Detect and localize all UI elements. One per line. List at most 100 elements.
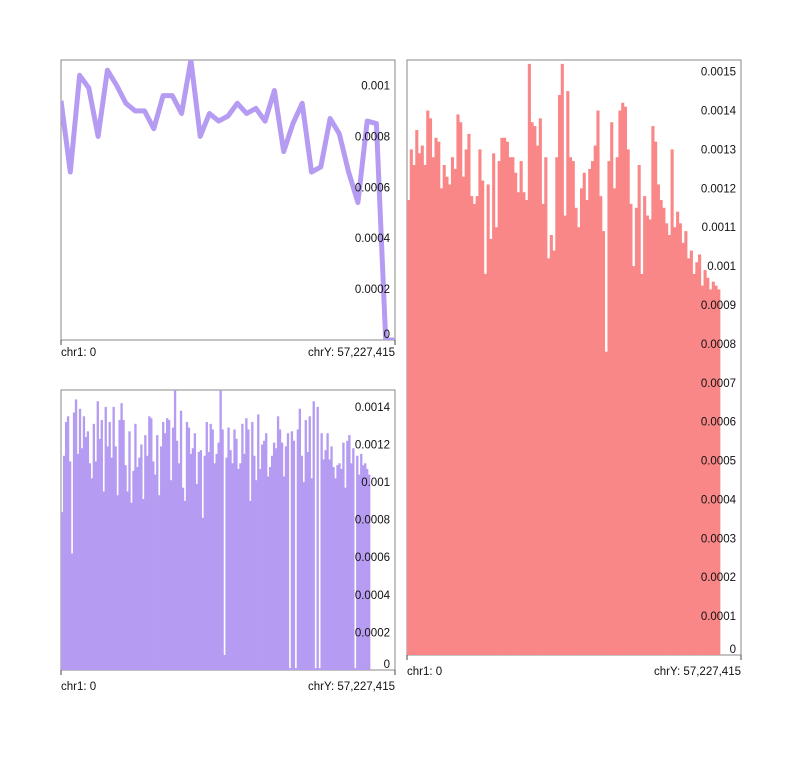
bottom-left-bars-bar [286,433,290,670]
top-left-line-point [227,115,229,117]
right-bars-bar [420,145,424,655]
bottom-left-bars-bar [358,474,361,670]
bottom-left-bars-bar [233,429,236,670]
bottom-left-bars-bar [193,433,197,670]
right-bars-bar [621,102,625,655]
bottom-left-bars-bar [296,429,300,670]
bottom-left-bars-bar [102,491,105,670]
right-bars-y-tick-label: 0.0001 [701,611,736,623]
top-left-line-point [88,87,90,89]
bottom-left-bars-bar [171,427,175,670]
bottom-left-bars-bar [292,440,296,670]
top-left-line-point [283,151,285,153]
bottom-left-bars-bar [187,427,191,670]
bottom-left-bars-bar [104,406,107,670]
bottom-left-bars-bar [66,416,70,670]
right-bars-bar [412,165,416,655]
right-bars-bar [541,203,545,655]
right-bars-bar [670,149,674,655]
right-bars-bar [654,141,658,656]
right-bars-bar [415,130,419,655]
bottom-left-bars-bar [308,416,311,670]
bottom-left-bars-bar [160,446,163,670]
bottom-left-bars-bar [278,429,282,670]
bottom-left-bars-y-tick-label: 0.0008 [355,515,390,527]
top-left-line-y-tick-label: 0.0006 [355,182,390,194]
right-bars-bar [470,196,474,656]
bottom-left-bars-bar [100,420,103,670]
bottom-left-bars-bar [162,421,165,670]
top-left-line-point [329,118,331,119]
bottom-left-bars-bar [328,459,331,670]
right-bars-bar [634,207,638,655]
right-bars-y-tick-label: 0.0004 [701,494,737,506]
right-bars-bar [492,153,496,655]
top-left-line-y-tick-label: 0.0004 [355,233,391,245]
bottom-left-bars-bar [340,468,343,670]
bottom-left-bars-bar [88,463,92,670]
right-bars-bar [547,258,551,655]
right-bars-bar [656,184,660,655]
top-left-line-point [301,102,303,104]
right-bars-bar [687,258,691,655]
right-bars-bar [434,137,438,655]
bottom-left-bars-bar [276,416,280,670]
bottom-left-bars-bar [282,476,286,670]
right-bars-bar [544,157,548,655]
right-bars-bar [585,200,589,655]
top-left-line-y-tick-label: 0.001 [361,81,390,93]
right-bars-bar [555,157,559,655]
right-bars-bar [574,207,578,655]
bottom-left-bars-bar [354,668,357,670]
bottom-left-bars-bar [310,478,313,670]
top-left-line-point [311,171,312,173]
top-left-line-point [255,107,257,109]
right-bars-bar [566,91,570,656]
bottom-left-bars-bar [203,455,206,670]
right-bars-y-tick-label: 0.001 [707,261,736,273]
right-bars-bar [637,165,641,655]
bottom-left-bars-bar [294,668,298,670]
right-bars-bar [525,200,529,655]
top-left-line-point [125,102,127,104]
bottom-left-bars-bar [64,421,68,670]
bottom-left-bars-bar [130,502,133,670]
bottom-left-bars-bar [112,406,115,670]
right-bars-y-tick-label: 0.0012 [701,183,736,195]
bottom-left-bars-bar [280,442,284,670]
top-left-line-panel: 0 0.0002 0.0004 0.0006 0.0008 0.001 chr1: 0 chr… [60,59,396,359]
right-bars-bar [442,165,446,655]
bottom-left-bars-bar [356,455,359,670]
bottom-left-bars-y-tick-label: 0 [384,659,390,671]
right-bars-bar [533,126,537,656]
bottom-left-bars-bar [179,410,183,670]
bottom-left-bars-bar [326,433,329,670]
bottom-left-bars-bar [229,450,232,670]
bottom-left-bars-bar [70,553,74,670]
bottom-left-bars-bar [332,467,335,670]
bottom-left-bars-bar [350,463,353,670]
right-bars-bar [629,203,633,655]
bottom-left-bars-bar [156,435,159,670]
top-left-line-point [292,123,294,125]
right-bars-y-tick-label: 0.0002 [701,572,736,584]
right-bars-bar [590,161,595,656]
bottom-left-bars-panel: 0 0.0002 0.0004 0.0006 0.0008 0.001 0.0012 0.00… [60,389,396,693]
right-bars-bar [709,289,713,655]
right-bars-bar [558,95,562,655]
right-bars-bar [431,157,435,655]
bottom-left-bars-bar [268,467,272,670]
top-left-line-point [264,120,266,122]
top-left-line-point [375,123,377,125]
top-left-line-y-tick-label: 0.0008 [355,131,390,143]
top-left-line-point [181,113,183,114]
right-bars-bar [604,351,608,655]
bottom-left-bars-bar [110,457,113,670]
right-bars-bar [439,188,444,655]
right-bars-bar [610,122,614,656]
right-bars-bar [648,219,652,655]
right-bars-bar [472,203,476,655]
bottom-left-bars-bar [298,408,302,670]
bottom-left-bars-bar [114,446,117,670]
